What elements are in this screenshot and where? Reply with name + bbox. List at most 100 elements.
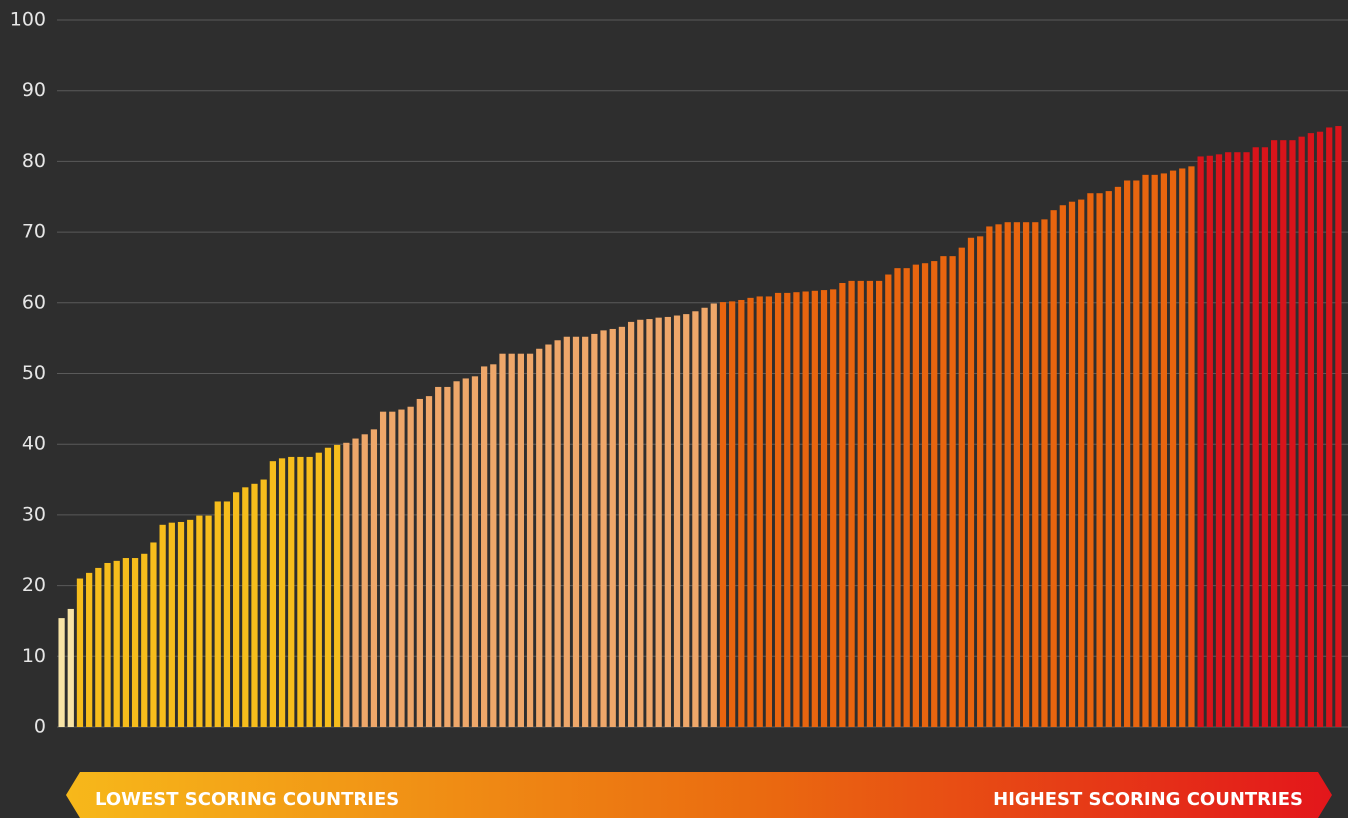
bar [315, 452, 322, 727]
bar [1316, 131, 1324, 727]
bar [646, 319, 653, 727]
banner [66, 772, 1332, 818]
bar [563, 336, 570, 727]
bar [1169, 170, 1177, 727]
bar [811, 290, 818, 727]
bar [949, 256, 956, 727]
bar [1243, 152, 1250, 728]
bar [655, 317, 662, 727]
bar [1059, 205, 1066, 727]
bar [793, 292, 800, 727]
bar [517, 353, 525, 727]
bar [389, 411, 396, 727]
bar [177, 521, 185, 727]
bar [122, 558, 130, 727]
bar [536, 348, 543, 727]
bar [67, 608, 74, 727]
y-tick-label: 60 [22, 291, 46, 313]
y-tick-label: 20 [22, 574, 46, 596]
bar [1124, 180, 1131, 727]
bar [802, 291, 809, 727]
bar [692, 311, 699, 727]
bar [379, 411, 387, 727]
y-tick-label: 80 [22, 150, 46, 172]
bar [76, 578, 84, 727]
bar [582, 336, 589, 727]
bar [269, 461, 276, 727]
bar [701, 307, 708, 727]
bar [150, 542, 157, 727]
bar [1151, 174, 1158, 727]
banner-right-label: HIGHEST SCORING COUNTRIES [993, 789, 1303, 810]
bar [1013, 222, 1021, 727]
bars [58, 126, 1342, 728]
bar [940, 256, 947, 727]
bar [361, 434, 368, 727]
bar [370, 429, 378, 727]
bar [168, 522, 175, 727]
bar [931, 261, 938, 727]
bar [866, 280, 874, 727]
bar [1252, 147, 1259, 727]
bar [784, 292, 791, 727]
bar [141, 553, 148, 727]
bar [453, 381, 460, 727]
bar [343, 442, 350, 727]
bar [921, 263, 929, 727]
bar [1335, 126, 1342, 728]
bar [95, 567, 102, 727]
bar [1261, 147, 1269, 727]
bar [278, 458, 286, 727]
bar [1206, 155, 1213, 727]
bar [398, 409, 405, 727]
bar [223, 501, 231, 727]
bar [830, 289, 837, 727]
bar [1022, 222, 1030, 727]
bar [958, 247, 965, 728]
bar [600, 330, 607, 727]
bar [1096, 193, 1103, 728]
bar [1068, 201, 1076, 728]
bar [471, 376, 479, 727]
bar [1160, 173, 1168, 727]
bar [1188, 166, 1195, 727]
bar [977, 236, 984, 728]
y-tick-label: 30 [22, 503, 46, 525]
bar [664, 316, 671, 727]
bar [1234, 152, 1241, 728]
y-tick-label: 10 [22, 645, 46, 667]
bar [719, 302, 727, 727]
bar [425, 396, 433, 727]
bar [187, 519, 194, 727]
bar [1298, 136, 1305, 727]
bar [545, 344, 552, 727]
bar [1270, 140, 1278, 727]
bar [839, 283, 846, 727]
bar [297, 456, 304, 727]
bar [260, 479, 267, 727]
bar [1114, 186, 1122, 728]
bar [1087, 193, 1094, 728]
bar [885, 274, 892, 727]
bar [499, 353, 506, 727]
bar [618, 326, 626, 727]
bar [875, 280, 883, 727]
bar [1105, 191, 1112, 727]
bar [131, 558, 139, 727]
y-tick-label: 100 [10, 9, 46, 31]
bar [756, 296, 763, 727]
banner-left-label: LOWEST SCORING COUNTRIES [95, 789, 399, 810]
bar [288, 456, 295, 727]
bar [462, 378, 469, 727]
bar [609, 328, 616, 727]
bar [627, 321, 635, 727]
bar [444, 386, 451, 727]
y-tick-label: 40 [22, 433, 46, 455]
bar [554, 340, 561, 727]
bar [774, 292, 782, 727]
bar [848, 280, 855, 727]
bar [526, 353, 534, 727]
bar [710, 303, 717, 727]
